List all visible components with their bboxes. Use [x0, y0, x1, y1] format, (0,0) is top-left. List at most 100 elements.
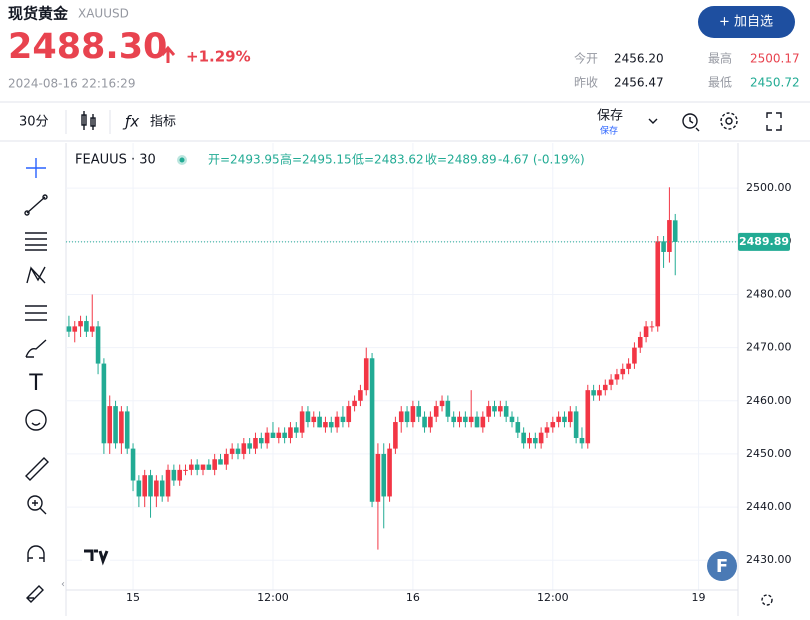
alert-icon[interactable] [682, 113, 700, 132]
candle-body [585, 390, 591, 444]
y-tick-label: 2440.00 [746, 500, 792, 513]
candle-body [142, 475, 148, 497]
candle-body [107, 406, 113, 444]
candle-body [562, 416, 567, 423]
chart-type-icon[interactable] [81, 111, 96, 130]
save-sub: 保存 [600, 125, 618, 137]
candle-body [468, 416, 474, 423]
candle-body [154, 480, 159, 497]
stat-label: 昨收 [574, 76, 598, 90]
candle-body [521, 432, 526, 444]
candle-body [573, 411, 579, 438]
last-price-label: 2489.89 [739, 235, 789, 248]
fx-icon[interactable]: ƒx [122, 113, 139, 131]
candle-body [463, 416, 468, 423]
candle-body [247, 443, 252, 449]
candle-body [632, 347, 637, 364]
candle-body [130, 448, 136, 481]
x-tick-label: 16 [406, 591, 420, 604]
fullscreen-icon[interactable] [766, 112, 782, 131]
candle-body [334, 416, 340, 428]
y-tick-label: 2460.00 [746, 394, 792, 407]
candle-body [358, 390, 363, 401]
collapse-handle[interactable]: ‹ [61, 579, 65, 590]
settings-icon[interactable] [720, 112, 738, 130]
candle-body [165, 469, 171, 497]
stat-label: 最高 [708, 51, 732, 66]
candle-body [171, 469, 177, 481]
candle-body [119, 411, 124, 444]
candle-body [78, 321, 83, 327]
stat-label: 最低 [708, 76, 732, 90]
candle-body [159, 480, 165, 497]
candle-body [288, 427, 293, 438]
x-tick-label: 12:00 [257, 591, 289, 604]
stat-label: 今开 [574, 51, 598, 66]
candle-body [626, 363, 631, 369]
tv-logo [82, 546, 110, 566]
candle-body [229, 448, 235, 454]
candle-body [445, 400, 451, 417]
candle-body [416, 406, 422, 417]
add-watchlist-button[interactable] [698, 6, 795, 38]
stat-value: 2500.17 [750, 52, 800, 66]
title: 现货黄金 [8, 5, 69, 23]
candle-body [550, 422, 556, 428]
candle-body [649, 326, 655, 328]
x-tick-label: 19 [692, 591, 706, 604]
candle-body [84, 321, 89, 332]
candle-body [206, 464, 212, 470]
candle-body [253, 437, 258, 449]
candle-body [218, 459, 223, 465]
legend-item: 开=2493.95 [208, 153, 280, 167]
stat-value: 2456.47 [614, 76, 664, 90]
f-logo-letter: F [716, 556, 728, 577]
candle-body [200, 464, 206, 470]
save[interactable]: 保存 [597, 109, 623, 124]
candle-body [224, 453, 229, 465]
candle-body [317, 416, 322, 428]
candle-body [591, 390, 596, 396]
candle-body [597, 390, 602, 396]
candle-body [643, 326, 649, 338]
candle-body [177, 469, 182, 481]
candle-body [276, 432, 282, 438]
candle-body [363, 358, 369, 391]
chevron[interactable] [648, 118, 658, 124]
candle-body [579, 437, 585, 444]
y-tick-label: 2500.00 [746, 181, 792, 194]
candle-body [428, 416, 433, 428]
candle-body [480, 416, 486, 428]
interval-button[interactable] [10, 108, 56, 136]
candle-body [183, 469, 188, 471]
candle-body [235, 448, 241, 454]
candle-body [66, 326, 72, 332]
legend-item: 低=2483.62 [352, 153, 424, 167]
candle-body [498, 406, 503, 412]
candle-body [433, 406, 439, 417]
price: 2488.30 [8, 27, 167, 67]
candle-body [533, 437, 538, 444]
y-tick-label: 2470.00 [746, 341, 792, 354]
y-tick-label: 2450.00 [746, 447, 792, 460]
candle-body [72, 326, 78, 332]
f-logo[interactable] [707, 551, 737, 581]
candle-body [608, 379, 614, 385]
change: +1.29% [186, 48, 251, 66]
axis-settings[interactable] [761, 594, 773, 606]
candle-body [410, 406, 416, 423]
candle-body [95, 326, 101, 364]
candle-body [474, 416, 480, 428]
candle-body [614, 374, 620, 380]
candle-body [486, 406, 491, 417]
drawing-tools[interactable]: T [24, 158, 49, 603]
candle-body [387, 448, 392, 497]
candle-body [451, 416, 456, 423]
candle-body [270, 432, 276, 438]
candle-body [136, 480, 142, 497]
candle-body [89, 326, 95, 332]
candle-body [241, 443, 247, 454]
indicators[interactable]: 指标 [150, 115, 176, 130]
candle-body [637, 337, 643, 348]
candle-body [369, 358, 375, 502]
